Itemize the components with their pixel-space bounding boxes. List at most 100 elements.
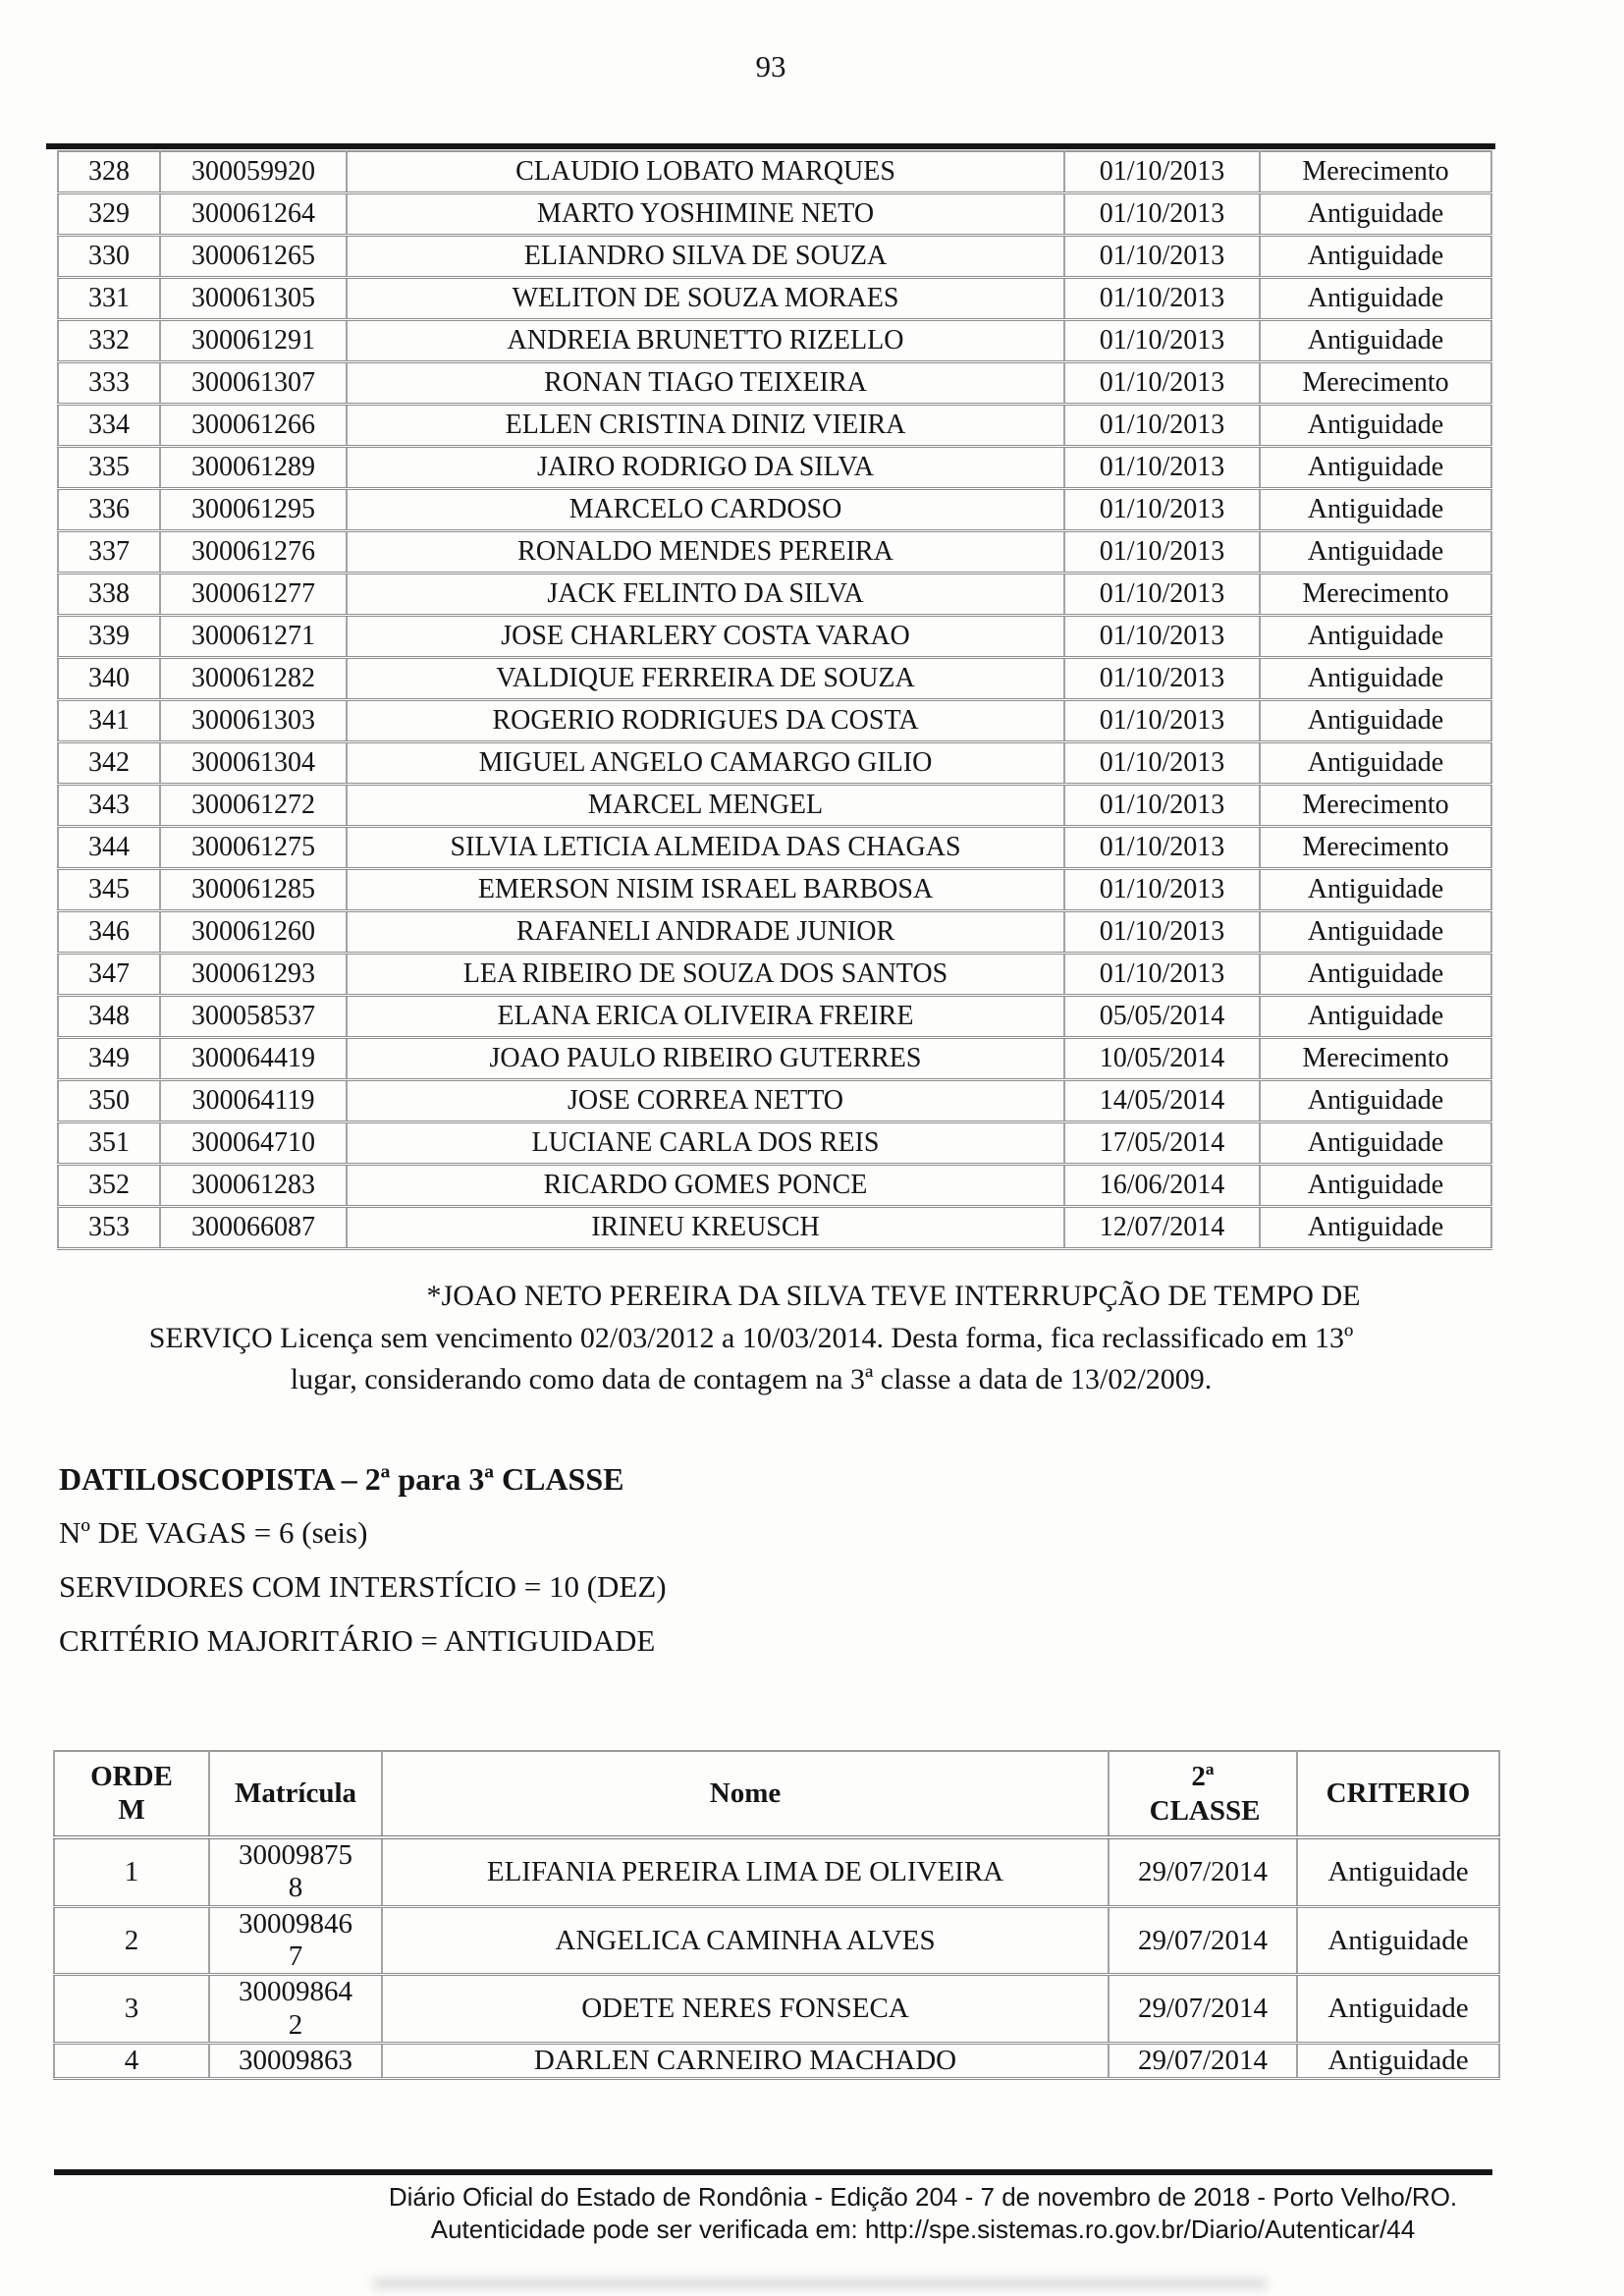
classe-date-cell: 29/07/2014	[1108, 1837, 1298, 1908]
criterio-cell: Antiguidade	[1259, 319, 1492, 363]
nome-cell: RICARDO GOMES PONCE	[346, 1164, 1065, 1208]
table-row: 340 300061282 VALDIQUE FERREIRA DE SOUZA…	[57, 657, 1492, 701]
section-datiloscopista: DATILOSCOPISTA – 2ª para 3ª CLASSE Nº DE…	[59, 1462, 1237, 1678]
nome-cell: ELIFANIA PEREIRA LIMA DE OLIVEIRA	[381, 1837, 1110, 1908]
criterio-cell: Merecimento	[1259, 1037, 1492, 1081]
header-criterio: CRITERIO	[1296, 1751, 1500, 1839]
criterio-cell: Antiguidade	[1259, 235, 1492, 279]
matricula-cell: 300061277	[159, 573, 348, 617]
table-row: 3 300098642 ODETE NERES FONSECA 29/07/20…	[53, 1974, 1500, 2046]
criterio-cell: Antiguidade	[1296, 1974, 1500, 2046]
page-number: 93	[755, 49, 786, 83]
criterio-cell: Antiguidade	[1259, 192, 1492, 237]
nome-cell: RONAN TIAGO TEIXEIRA	[346, 361, 1065, 406]
nome-cell: DARLEN CARNEIRO MACHADO	[381, 2043, 1110, 2081]
section-title: DATILOSCOPISTA – 2ª para 3ª CLASSE	[59, 1461, 624, 1497]
classe-date-cell: 01/10/2013	[1063, 657, 1261, 701]
matricula-cell: 300061275	[159, 826, 348, 870]
nome-cell: ELANA ERICA OLIVEIRA FREIRE	[346, 995, 1065, 1039]
table-row: 344 300061275 SILVIA LETICIA ALMEIDA DAS…	[57, 826, 1492, 870]
criterio-cell: Antiguidade	[1259, 1079, 1492, 1123]
table-row: 334 300061266 ELLEN CRISTINA DINIZ VIEIR…	[57, 404, 1492, 448]
table-row: 352 300061283 RICARDO GOMES PONCE 16/06/…	[57, 1164, 1492, 1208]
nome-cell: MIGUEL ANGELO CAMARGO GILIO	[346, 741, 1065, 786]
nome-cell: EMERSON NISIM ISRAEL BARBOSA	[346, 868, 1065, 912]
matricula-cell: 300098642	[208, 1974, 383, 2046]
nome-cell: ANGELICA CAMINHA ALVES	[381, 1906, 1110, 1977]
classe-date-cell: 01/10/2013	[1063, 277, 1261, 321]
matricula-cell: 300059920	[159, 150, 348, 194]
matricula-cell: 300061271	[159, 615, 348, 659]
table-row: 332 300061291 ANDREIA BRUNETTO RIZELLO 0…	[57, 319, 1492, 363]
table-row: 1 300098758 ELIFANIA PEREIRA LIMA DE OLI…	[53, 1837, 1500, 1908]
ordem-cell: 1	[53, 1837, 210, 1908]
nome-cell: JACK FELINTO DA SILVA	[346, 573, 1065, 617]
table-row: 348 300058537 ELANA ERICA OLIVEIRA FREIR…	[57, 995, 1492, 1039]
criterio-cell: Antiguidade	[1259, 615, 1492, 659]
nome-cell: ELIANDRO SILVA DE SOUZA	[346, 235, 1065, 279]
ordem-cell: 334	[57, 404, 161, 448]
nome-cell: MARTO YOSHIMINE NETO	[346, 192, 1065, 237]
criterio-cell: Antiguidade	[1259, 404, 1492, 448]
ordem-cell: 332	[57, 319, 161, 363]
classe-date-cell: 12/07/2014	[1063, 1206, 1261, 1250]
criterio-cell: Antiguidade	[1259, 488, 1492, 532]
classe-date-cell: 01/10/2013	[1063, 404, 1261, 448]
table-row: 338 300061277 JACK FELINTO DA SILVA 01/1…	[57, 573, 1492, 617]
ordem-cell: 3	[53, 1974, 210, 2046]
classe-date-cell: 01/10/2013	[1063, 953, 1261, 997]
classe-date-cell: 01/10/2013	[1063, 319, 1261, 363]
matricula-cell: 300061260	[159, 910, 348, 955]
section-vagas: Nº DE VAGAS = 6 (seis)	[59, 1515, 368, 1550]
criterio-cell: Merecimento	[1259, 784, 1492, 828]
criterio-cell: Antiguidade	[1259, 699, 1492, 743]
matricula-cell: 300064710	[159, 1121, 348, 1166]
criterio-cell: Antiguidade	[1259, 657, 1492, 701]
classe-date-cell: 05/05/2014	[1063, 995, 1261, 1039]
matricula-cell: 300061307	[159, 361, 348, 406]
classe-date-cell: 29/07/2014	[1108, 1906, 1298, 1977]
ordem-cell: 344	[57, 826, 161, 870]
table-row: 333 300061307 RONAN TIAGO TEIXEIRA 01/10…	[57, 361, 1492, 406]
ordem-cell: 336	[57, 488, 161, 532]
header-classe: 2ª CLASSE	[1108, 1751, 1298, 1839]
matricula-cell: 300061283	[159, 1164, 348, 1208]
criterio-cell: Merecimento	[1259, 826, 1492, 870]
datiloscopista-table: ORDEM Matrícula Nome 2ª CLASSE CRITERIO …	[53, 1750, 1500, 2081]
nome-cell: CLAUDIO LOBATO MARQUES	[346, 150, 1065, 194]
table-row: 347 300061293 LEA RIBEIRO DE SOUZA DOS S…	[57, 953, 1492, 997]
nome-cell: LEA RIBEIRO DE SOUZA DOS SANTOS	[346, 953, 1065, 997]
classe-date-cell: 01/10/2013	[1063, 488, 1261, 532]
criterio-cell: Antiguidade	[1259, 741, 1492, 786]
table-row: 342 300061304 MIGUEL ANGELO CAMARGO GILI…	[57, 741, 1492, 786]
matricula-cell: 300061266	[159, 404, 348, 448]
table-row: 341 300061303 ROGERIO RODRIGUES DA COSTA…	[57, 699, 1492, 743]
table-row: 349 300064419 JOAO PAULO RIBEIRO GUTERRE…	[57, 1037, 1492, 1081]
nome-cell: ELLEN CRISTINA DINIZ VIEIRA	[346, 404, 1065, 448]
criterio-cell: Antiguidade	[1259, 277, 1492, 321]
ordem-cell: 335	[57, 446, 161, 490]
matricula-cell: 300061305	[159, 277, 348, 321]
table-row: 350 300064119 JOSE CORREA NETTO 14/05/20…	[57, 1079, 1492, 1123]
ordem-cell: 338	[57, 573, 161, 617]
reclassification-note: *JOAO NETO PEREIRA DA SILVA TEVE INTERRU…	[148, 1280, 1361, 1396]
ordem-cell: 331	[57, 277, 161, 321]
table-row: 329 300061264 MARTO YOSHIMINE NETO 01/10…	[57, 192, 1492, 237]
matricula-cell: 300061272	[159, 784, 348, 828]
classe-date-cell: 01/10/2013	[1063, 573, 1261, 617]
classe-date-cell: 01/10/2013	[1063, 910, 1261, 955]
ordem-cell: 349	[57, 1037, 161, 1081]
matricula-value: 300098467	[239, 1907, 352, 1973]
classe-date-cell: 01/10/2013	[1063, 530, 1261, 574]
nome-cell: LUCIANE CARLA DOS REIS	[346, 1121, 1065, 1166]
footer-text: Diário Oficial do Estado de Rondônia - E…	[388, 2182, 1458, 2244]
criterio-cell: Merecimento	[1259, 361, 1492, 406]
criterio-cell: Antiguidade	[1259, 1164, 1492, 1208]
classe-date-cell: 01/10/2013	[1063, 826, 1261, 870]
header-ordem-label: ORDEM	[90, 1761, 173, 1826]
matricula-cell: 300064119	[159, 1079, 348, 1123]
nome-cell: JAIRO RODRIGO DA SILVA	[346, 446, 1065, 490]
criterio-cell: Antiguidade	[1296, 1837, 1500, 1908]
matricula-cell: 300098758	[208, 1837, 383, 1908]
ordem-cell: 346	[57, 910, 161, 955]
